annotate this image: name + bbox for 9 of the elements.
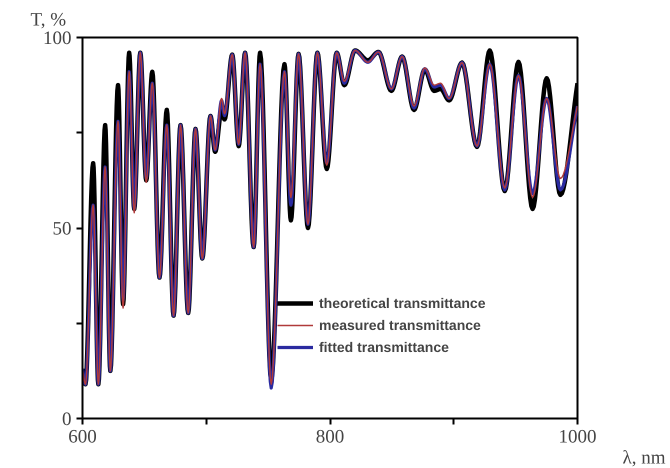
legend-label: fitted transmittance bbox=[319, 338, 449, 356]
y-tick-label: 50 bbox=[52, 218, 72, 240]
x-axis-title: λ, nm bbox=[622, 448, 666, 468]
legend-label: theoretical transmittance bbox=[319, 294, 486, 312]
x-tick-label: 800 bbox=[316, 426, 344, 448]
y-tick-label: 100 bbox=[43, 28, 72, 49]
y-axis-title: T, % bbox=[30, 10, 66, 30]
x-tick-label: 1000 bbox=[558, 426, 596, 448]
legend-label: measured transmittance bbox=[319, 316, 481, 334]
